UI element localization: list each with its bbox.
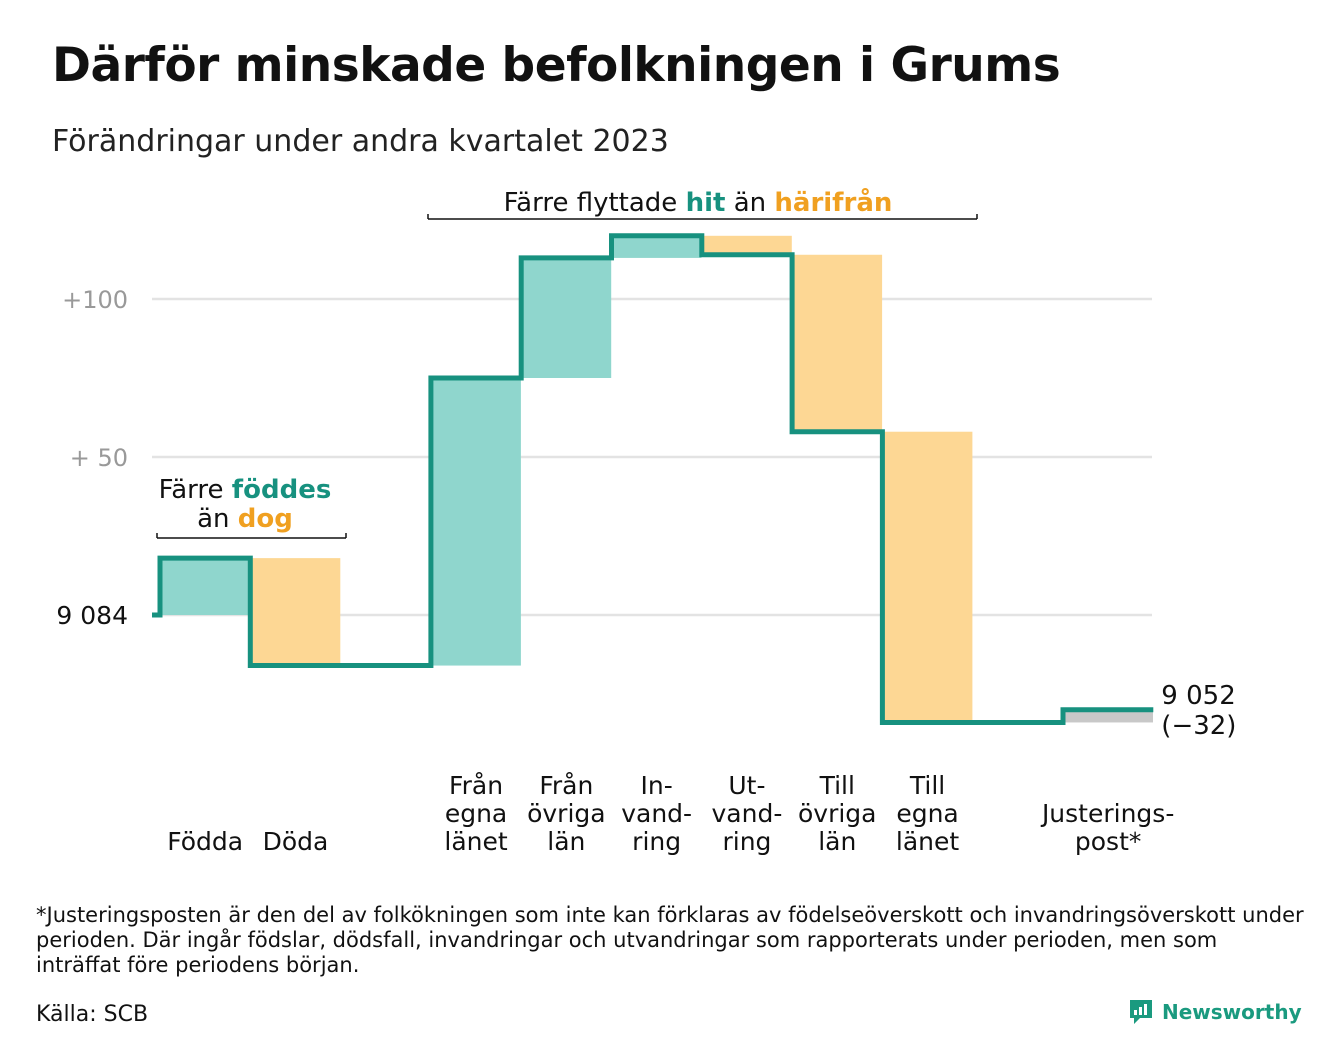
annotation-moves-part: än bbox=[725, 188, 774, 218]
category-label: länet bbox=[444, 827, 507, 856]
step-line-path bbox=[152, 233, 1154, 725]
category-label: länet bbox=[896, 827, 959, 856]
category-label: vand- bbox=[621, 799, 692, 828]
bar-8 bbox=[794, 254, 883, 432]
y-tick-label: +100 bbox=[62, 286, 128, 314]
category-label: post* bbox=[1075, 827, 1142, 856]
category-label: Till bbox=[909, 771, 945, 800]
category-label: övriga bbox=[798, 799, 877, 828]
end-change-label: (−32) bbox=[1161, 711, 1236, 741]
brand-name: Newsworthy bbox=[1162, 1000, 1302, 1024]
category-label: Födda bbox=[167, 827, 243, 856]
category-label: övriga bbox=[527, 799, 606, 828]
category-label: län bbox=[818, 827, 856, 856]
annotation-moves: Färre flyttade hit än härifrån bbox=[504, 186, 893, 218]
footnote: *Justeringsposten är den del av folkökni… bbox=[36, 903, 1304, 977]
brand-logo: Newsworthy bbox=[1128, 998, 1302, 1026]
category-label: egna bbox=[896, 799, 958, 828]
bar-6 bbox=[613, 235, 702, 258]
category-label: Från bbox=[539, 771, 593, 800]
bars bbox=[162, 235, 1153, 723]
annotation-moves-part: Färre flyttade bbox=[504, 188, 686, 218]
annotation-births: Färre föddes bbox=[159, 475, 332, 505]
annotation-births-line2: än dog bbox=[197, 504, 293, 534]
bar-1 bbox=[162, 558, 250, 615]
category-label: Till bbox=[819, 771, 855, 800]
step-line bbox=[152, 233, 1154, 725]
newsworthy-logo-icon bbox=[1130, 1000, 1152, 1024]
end-value-label: 9 052 bbox=[1161, 681, 1235, 711]
category-label: Döda bbox=[263, 827, 329, 856]
bar-7 bbox=[703, 235, 792, 255]
category-label: egna bbox=[445, 799, 507, 828]
annotation-births-line2-part: än bbox=[197, 504, 238, 534]
category-label: ring bbox=[722, 827, 771, 856]
annotation-moves-part: härifrån bbox=[774, 186, 892, 218]
bar-9 bbox=[884, 431, 973, 723]
annotation-births-line2-part: dog bbox=[238, 504, 293, 534]
annotation-births-part: föddes bbox=[232, 475, 332, 505]
y-tick-label: + 50 bbox=[70, 444, 128, 472]
category-label: vand- bbox=[712, 799, 783, 828]
page-title: Därför minskade befolkningen i Grums bbox=[52, 38, 1061, 93]
category-label: Ut- bbox=[728, 771, 765, 800]
start-value-label: 9 084 bbox=[56, 601, 128, 630]
bar-5 bbox=[523, 257, 612, 378]
annotation-births-part: Färre bbox=[159, 475, 232, 505]
category-label: ring bbox=[632, 827, 681, 856]
category-label: In- bbox=[641, 771, 673, 800]
category-label: Från bbox=[449, 771, 503, 800]
bar-2 bbox=[252, 558, 341, 666]
annotation-moves-part: hit bbox=[686, 188, 726, 218]
page-subtitle: Förändringar under andra kvartalet 2023 bbox=[52, 124, 669, 159]
waterfall-chart: +100+ 509 084 Födda DödaFrånegnalänetFrån… bbox=[56, 186, 1236, 856]
category-label: Justerings- bbox=[1040, 799, 1174, 828]
bar-11 bbox=[1065, 709, 1153, 723]
category-label: län bbox=[547, 827, 585, 856]
bar-4 bbox=[432, 378, 521, 666]
source-credit: Källa: SCB bbox=[36, 1002, 149, 1027]
category-labels: Födda DödaFrånegnalänetFrånövrigalänIn-va… bbox=[167, 681, 1236, 856]
